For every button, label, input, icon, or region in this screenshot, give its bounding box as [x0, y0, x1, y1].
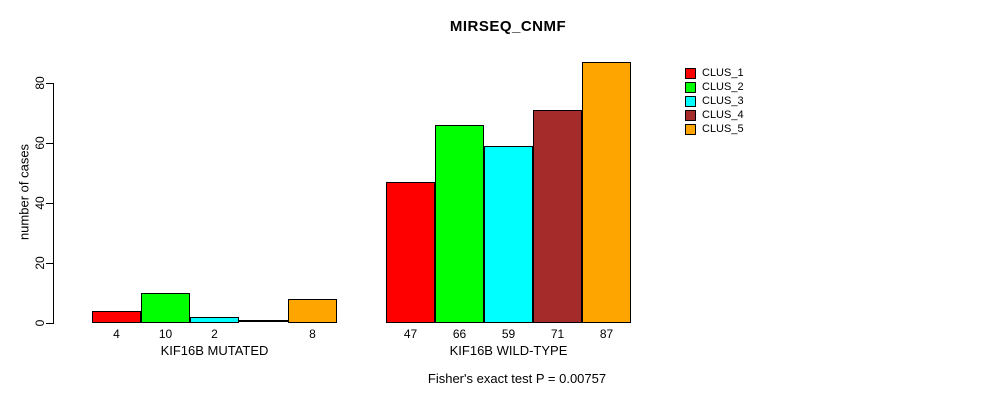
bar-value-label: 4: [113, 327, 120, 341]
stat-note: Fisher's exact test P = 0.00757: [427, 371, 607, 386]
group-label: KIF16B WILD-TYPE: [449, 343, 568, 358]
y-tick-mark: [46, 143, 53, 144]
bar-value-label: 47: [403, 327, 418, 341]
y-tick-mark: [46, 323, 53, 324]
legend-label-clus_4: CLUS_4: [702, 109, 744, 121]
legend-swatch-clus_1: [685, 68, 696, 79]
legend-label-clus_1: CLUS_1: [702, 67, 744, 79]
bar-value-label: 10: [158, 327, 173, 341]
bar-value-label: 66: [452, 327, 467, 341]
bar-clus_4: [533, 110, 582, 323]
y-tick-mark: [46, 203, 53, 204]
group-label: KIF16B MUTATED: [160, 343, 269, 358]
y-axis-line: [53, 83, 54, 324]
bar-value-label: 8: [309, 327, 316, 341]
bar-value-label: 2: [211, 327, 218, 341]
bar-clus_5: [288, 299, 337, 323]
y-tick-label: 40: [33, 196, 47, 210]
legend-label-clus_3: CLUS_3: [702, 95, 744, 107]
legend-swatch-clus_2: [685, 82, 696, 93]
bar-value-label: 71: [550, 327, 565, 341]
bar-value-label: 59: [501, 327, 516, 341]
bar-clus_1: [386, 182, 435, 323]
bar-value-label: 87: [599, 327, 614, 341]
bar-clus_2: [435, 125, 484, 323]
legend-swatch-clus_3: [685, 96, 696, 107]
y-tick-label: 0: [33, 319, 47, 327]
y-axis-label: number of cases: [16, 143, 32, 241]
bar-clus_4-zero: [239, 320, 288, 322]
y-tick-label: 80: [33, 76, 47, 90]
bar-clus_3: [190, 317, 239, 323]
bar-clus_5: [582, 62, 631, 323]
bar-clus_3: [484, 146, 533, 323]
bar-clus_1: [92, 311, 141, 323]
legend-swatch-clus_4: [685, 110, 696, 121]
y-tick-mark: [46, 83, 53, 84]
y-tick-mark: [46, 263, 53, 264]
bar-clus_2: [141, 293, 190, 323]
legend-swatch-clus_5: [685, 124, 696, 135]
y-tick-label: 60: [33, 136, 47, 150]
y-tick-label: 20: [33, 256, 47, 270]
legend-label-clus_2: CLUS_2: [702, 81, 744, 93]
chart-title: MIRSEQ_CNMF: [449, 18, 567, 35]
legend-label-clus_5: CLUS_5: [702, 123, 744, 135]
